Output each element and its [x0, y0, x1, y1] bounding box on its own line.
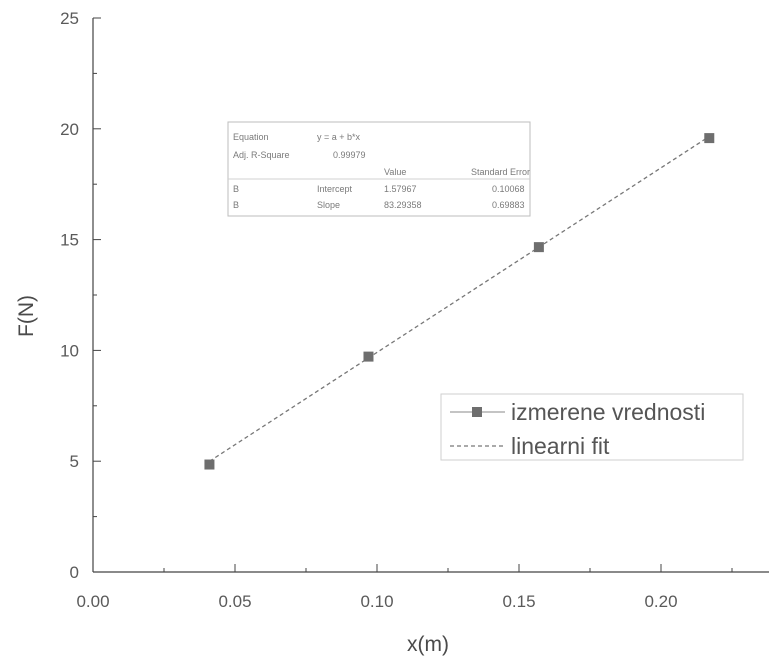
y-axis-ticks: 0 5 10 15 20 25	[60, 9, 101, 582]
y-tick-label: 5	[70, 452, 79, 471]
legend-label-measured: izmerene vrednosti	[511, 399, 705, 425]
data-point	[363, 351, 374, 362]
legend-square-marker	[472, 407, 482, 417]
fit-row-2-value: 83.29358	[384, 200, 422, 210]
fit-r-square-label: Adj. R-Square	[233, 150, 290, 160]
fit-row-1-col1: B	[233, 184, 239, 194]
plot-axes	[92, 18, 769, 573]
fit-equation-value: y = a + b*x	[317, 132, 361, 142]
data-point	[704, 133, 715, 144]
x-tick-label: 0.10	[360, 592, 393, 611]
fit-table-frame	[227, 121, 531, 217]
fit-row-1-param: Intercept	[317, 184, 353, 194]
x-tick-label: 0.00	[76, 592, 109, 611]
data-point	[533, 242, 544, 253]
x-tick-label: 0.20	[644, 592, 677, 611]
data-point	[204, 459, 215, 470]
fit-r-square-value: 0.99979	[333, 150, 366, 160]
fit-results-table: Equation y = a + b*x Adj. R-Square 0.999…	[227, 121, 531, 217]
fit-equation-label: Equation	[233, 132, 269, 142]
legend: izmerene vrednosti linearni fit	[440, 393, 744, 461]
fit-row-2-param: Slope	[317, 200, 340, 210]
fit-row-2-error: 0.69883	[492, 200, 525, 210]
x-tick-label: 0.15	[502, 592, 535, 611]
series-layer	[204, 133, 715, 470]
x-axis-title: x(m)	[407, 633, 449, 656]
y-tick-label: 0	[70, 563, 79, 582]
legend-label-fit: linearni fit	[511, 433, 610, 459]
y-tick-label: 20	[60, 120, 79, 139]
y-tick-label: 15	[60, 231, 79, 250]
fit-header-error: Standard Error	[471, 167, 530, 177]
x-tick-label: 0.05	[218, 592, 251, 611]
fit-header-value: Value	[384, 167, 406, 177]
fit-row-2-col1: B	[233, 200, 239, 210]
y-axis-title: F(N)	[15, 295, 38, 337]
legend-frame	[440, 393, 744, 461]
x-axis-ticks: 0.00 0.05 0.10 0.15 0.20	[76, 564, 733, 611]
fit-line	[209, 135, 710, 462]
fit-row-1-value: 1.57967	[384, 184, 417, 194]
y-tick-label: 25	[60, 9, 79, 28]
y-tick-label: 10	[60, 341, 79, 360]
fit-row-1-error: 0.10068	[492, 184, 525, 194]
